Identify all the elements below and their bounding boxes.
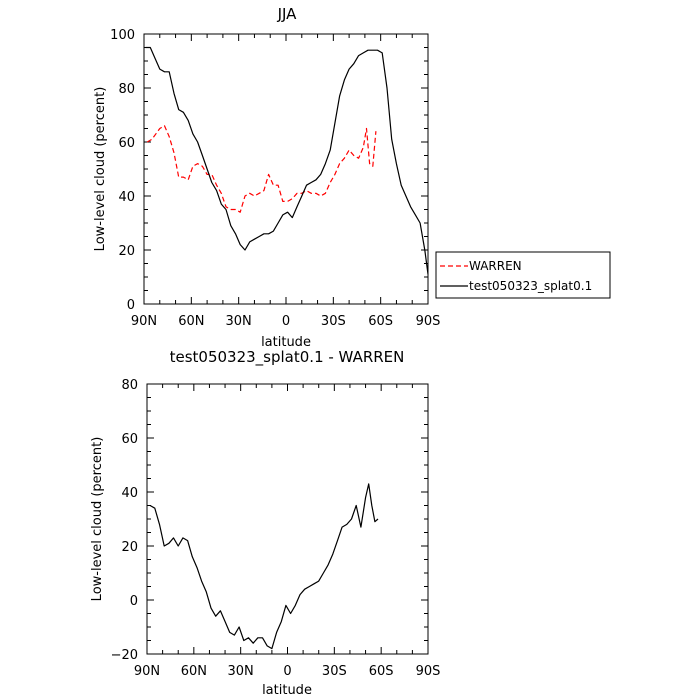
bottom-series-difference-line (149, 483, 379, 650)
bottom-y-tick-label: −20 (111, 648, 138, 663)
bottom-x-tick-label: 30N (228, 664, 254, 679)
bottom-chart-title: test050323_splat0.1 - WARREN (170, 348, 405, 367)
legend-label-test: test050323_splat0.1 (469, 279, 592, 293)
top-x-tick-label: 30S (321, 314, 346, 329)
bottom-x-tick-label: 90S (416, 664, 441, 679)
top-axis-ticks: 90N 60N 30N 0 30S 60S 90S 0 20 40 60 80 100 (110, 28, 440, 329)
bottom-y-tick-label: 20 (121, 540, 138, 555)
bottom-x-tick-label: 30S (322, 664, 347, 679)
top-x-tick-label: 60N (178, 314, 204, 329)
top-y-axis-label: Low-level cloud (percent) (93, 87, 108, 252)
bottom-x-tick-label: 60S (369, 664, 394, 679)
top-x-tick-label: 90S (416, 314, 441, 329)
top-chart-title: JJA (277, 5, 298, 23)
top-x-tick-label: 90N (131, 314, 157, 329)
top-y-tick-label: 0 (127, 298, 135, 313)
bottom-panel: test050323_splat0.1 - WARREN 90N 60N 30N 0 3… (90, 348, 440, 698)
top-x-axis-label: latitude (261, 335, 311, 350)
top-series-test050323-splat0-1-line (145, 46, 429, 275)
top-panel: JJA 90N 60N 30N 0 30S 60S 90S 0 20 40 60 80 100 lati… (93, 5, 611, 350)
top-x-tick-label: 0 (282, 314, 290, 329)
bottom-x-tick-label: 90N (134, 664, 160, 679)
bottom-x-tick-label: 60N (181, 664, 207, 679)
top-y-tick-label: 40 (118, 190, 135, 205)
top-y-tick-label: 20 (118, 244, 135, 259)
top-y-tick-label: 80 (118, 82, 135, 97)
legend-box (435, 251, 611, 299)
bottom-y-axis-label: Low-level cloud (percent) (90, 437, 105, 602)
bottom-y-tick-label: 80 (121, 378, 138, 393)
bottom-series-lines (149, 483, 379, 650)
bottom-plot-frame (146, 383, 429, 655)
top-y-tick-label: 60 (118, 136, 135, 151)
bottom-x-tick-label: 0 (283, 664, 291, 679)
top-series-lines (145, 46, 429, 275)
top-plot-frame (143, 33, 429, 305)
top-x-tick-label: 60S (368, 314, 393, 329)
bottom-y-tick-label: 0 (130, 594, 138, 609)
legend: WARREN test050323_splat0.1 (435, 251, 611, 299)
top-y-tick-label: 100 (110, 28, 135, 43)
bottom-y-tick-label: 60 (121, 432, 138, 447)
top-series-warren-line (146, 125, 377, 213)
bottom-y-tick-label: 40 (121, 486, 138, 501)
bottom-x-axis-label: latitude (262, 683, 312, 698)
top-x-tick-label: 30N (226, 314, 252, 329)
legend-label-warren: WARREN (469, 259, 522, 273)
